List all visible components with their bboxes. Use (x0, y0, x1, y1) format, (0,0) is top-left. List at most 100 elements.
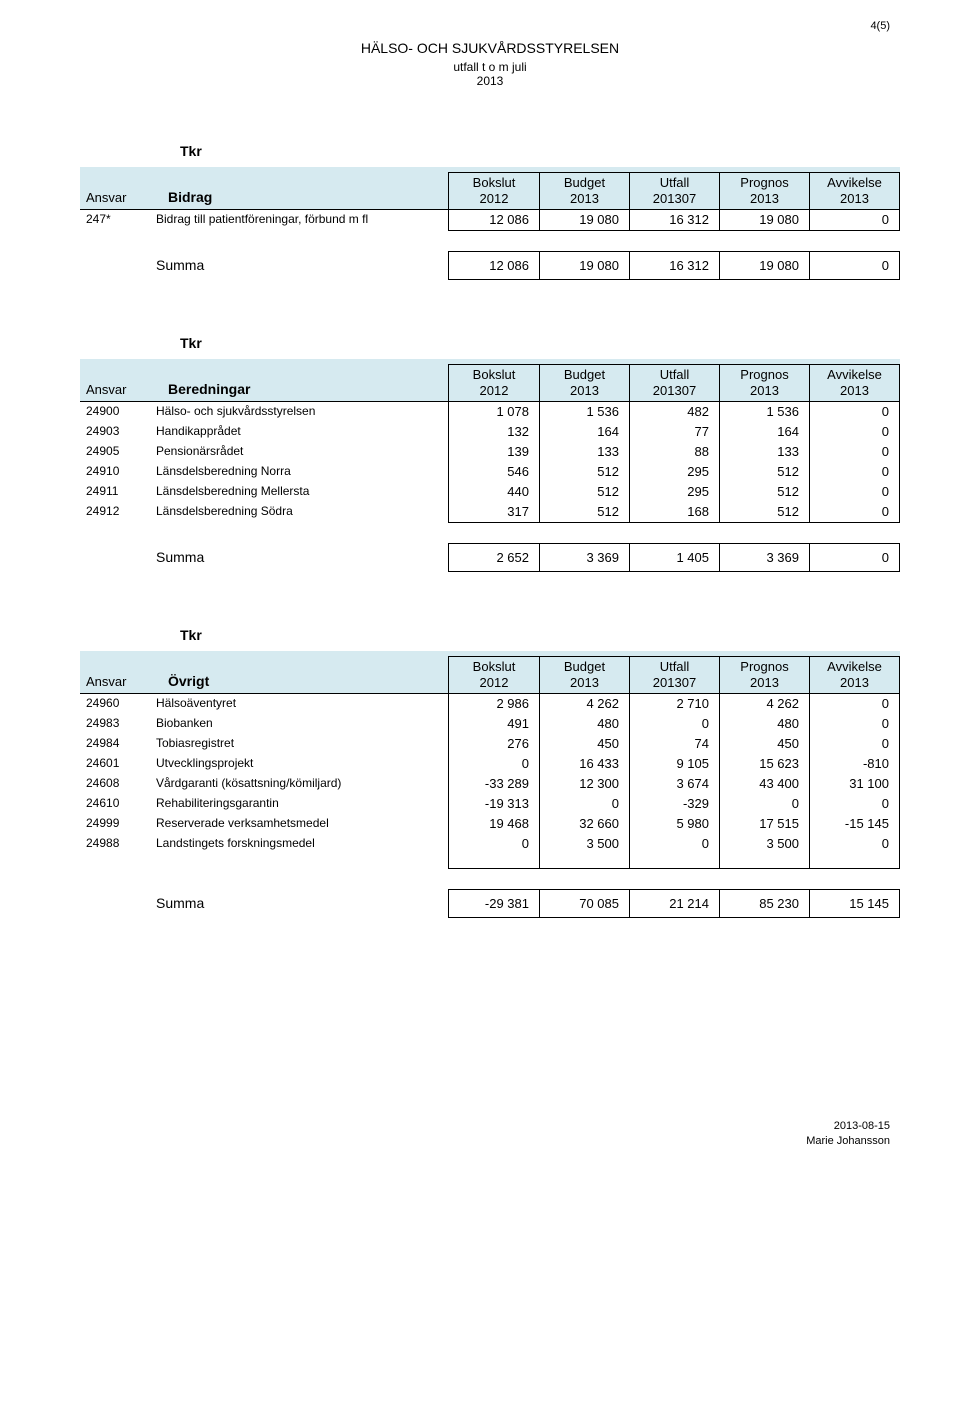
row-label: Länsdelsberedning Södra (150, 502, 448, 522)
summa-cell: 0 (809, 252, 899, 279)
row-code: 24960 (80, 694, 150, 714)
cell: 4 262 (540, 694, 629, 714)
row-code: 24983 (80, 714, 150, 734)
cell: 132 (449, 422, 539, 442)
cell: 546 (449, 462, 539, 482)
cell: 512 (540, 502, 629, 522)
cell: 1 078 (449, 402, 539, 422)
section-title: Beredningar (162, 377, 448, 401)
cell: 2 986 (449, 694, 539, 714)
page: 4(5) HÄLSO- OCH SJUKVÅRDSSTYRELSEN utfal… (0, 0, 960, 1178)
row-code: 24911 (80, 482, 150, 502)
table-body: 247* Bidrag till patientföreningar, förb… (80, 210, 900, 231)
summa-cell: 70 085 (539, 890, 629, 917)
col-avvikelse: Avvikelse2013 (809, 657, 899, 694)
cell: 31 100 (810, 774, 899, 794)
cell: 4 262 (720, 694, 809, 714)
row-code: 24905 (80, 442, 150, 462)
cell: 2 710 (630, 694, 719, 714)
row-label: Bidrag till patientföreningar, förbund m… (150, 210, 448, 230)
row-label: Hälso- och sjukvårdsstyrelsen (150, 402, 448, 422)
row-label: Länsdelsberedning Norra (150, 462, 448, 482)
row-label: Biobanken (150, 714, 448, 734)
row-label: Landstingets forskningsmedel (150, 834, 448, 854)
col-ansvar: Ansvar (80, 670, 162, 693)
cell: 19 080 (720, 210, 809, 230)
page-footer: 2013-08-15 Marie Johansson (806, 1119, 890, 1148)
cell: 480 (540, 714, 629, 734)
summa-cell: 2 652 (449, 544, 539, 571)
cell: 17 515 (720, 814, 809, 834)
cell: 512 (720, 502, 809, 522)
cell: 0 (449, 754, 539, 774)
table-header: Ansvar Beredningar Bokslut2012 Budget201… (80, 359, 900, 402)
table-body: 24960 24983 24984 24601 24608 24610 2499… (80, 694, 900, 869)
col-prognos: Prognos2013 (719, 173, 809, 210)
cell: 16 433 (540, 754, 629, 774)
cell: 0 (810, 402, 899, 422)
cell: 0 (810, 734, 899, 754)
col-ansvar: Ansvar (80, 186, 162, 209)
cell: 9 105 (630, 754, 719, 774)
summa-label: Summa (150, 543, 448, 572)
cell: 32 660 (540, 814, 629, 834)
tkr-label: Tkr (180, 335, 900, 351)
col-bokslut: Bokslut2012 (449, 173, 539, 210)
cell: 295 (630, 482, 719, 502)
cell: 440 (449, 482, 539, 502)
table-body: 24900 24903 24905 24910 24911 24912 Häls… (80, 402, 900, 523)
cell: 512 (720, 462, 809, 482)
col-bokslut: Bokslut2012 (449, 365, 539, 402)
cell: 512 (540, 482, 629, 502)
summa-row: Summa -29 381 70 085 21 214 85 230 15 14… (80, 889, 900, 918)
cell: 0 (810, 502, 899, 522)
cell: 0 (630, 714, 719, 734)
summa-label: Summa (150, 251, 448, 280)
cell: 0 (540, 794, 629, 814)
summa-cell: 0 (809, 544, 899, 571)
row-label: Länsdelsberedning Mellersta (150, 482, 448, 502)
header-sub1: utfall t o m juli (80, 60, 900, 74)
cell: 133 (720, 442, 809, 462)
cell: 164 (540, 422, 629, 442)
cell: -810 (810, 754, 899, 774)
row-code: 24900 (80, 402, 150, 422)
col-ansvar: Ansvar (80, 378, 162, 401)
col-budget: Budget2013 (539, 365, 629, 402)
cell: 276 (449, 734, 539, 754)
cell: 19 080 (540, 210, 629, 230)
tkr-label: Tkr (180, 143, 900, 159)
cell: 3 674 (630, 774, 719, 794)
cell: 5 980 (630, 814, 719, 834)
cell: 0 (810, 834, 899, 868)
cell: 512 (720, 482, 809, 502)
cell: 295 (630, 462, 719, 482)
cell: 0 (630, 834, 719, 868)
summa-cell: 3 369 (539, 544, 629, 571)
summa-cell: 15 145 (809, 890, 899, 917)
row-code: 24988 (80, 834, 150, 854)
row-label: Tobiasregistret (150, 734, 448, 754)
col-utfall: Utfall201307 (629, 657, 719, 694)
cell: 480 (720, 714, 809, 734)
row-label: Rehabiliteringsgarantin (150, 794, 448, 814)
cell: 12 086 (449, 210, 539, 230)
section-beredningar: Tkr Ansvar Beredningar Bokslut2012 Budge… (80, 335, 900, 572)
row-label: Reserverade verksamhetsmedel (150, 814, 448, 834)
cell: 88 (630, 442, 719, 462)
row-label: Hälsoäventyret (150, 694, 448, 714)
col-utfall: Utfall201307 (629, 365, 719, 402)
cell: 0 (810, 694, 899, 714)
summa-cell: 16 312 (629, 252, 719, 279)
cell: 0 (810, 462, 899, 482)
cell: -33 289 (449, 774, 539, 794)
cell: 19 468 (449, 814, 539, 834)
cell: 133 (540, 442, 629, 462)
cell: 12 300 (540, 774, 629, 794)
cell: 0 (810, 714, 899, 734)
summa-row: Summa 12 086 19 080 16 312 19 080 0 (80, 251, 900, 280)
cell: 3 500 (540, 834, 629, 868)
cell: 168 (630, 502, 719, 522)
col-budget: Budget2013 (539, 173, 629, 210)
cell: 0 (720, 794, 809, 814)
